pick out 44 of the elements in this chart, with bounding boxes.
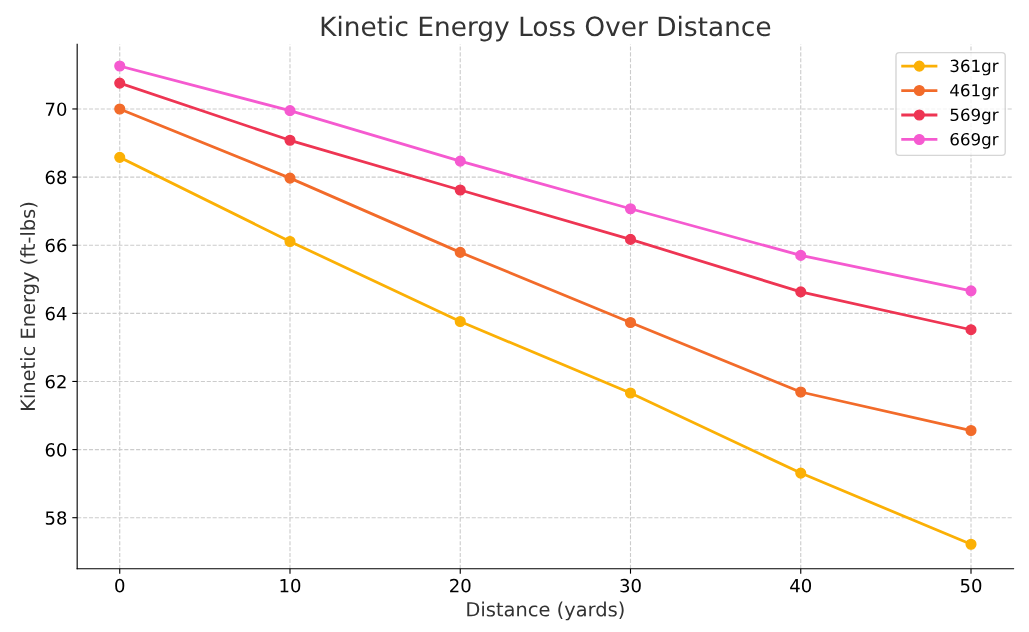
point	[624, 316, 637, 329]
y-tick-label: 68	[45, 170, 67, 185]
point	[795, 386, 807, 398]
x-tick-label: 50	[960, 578, 982, 593]
point	[965, 424, 977, 437]
point	[454, 155, 466, 167]
y-tick-label: 62	[45, 374, 66, 389]
point	[795, 286, 807, 298]
point	[284, 134, 296, 146]
y-tick-label: 64	[45, 306, 67, 321]
legend-label: 361gr	[950, 59, 999, 76]
point	[624, 387, 637, 399]
legend-label: 669gr	[950, 132, 999, 149]
y-tick-label: 60	[45, 443, 67, 457]
x-tick-label: 40	[790, 578, 812, 593]
point	[965, 324, 977, 336]
y-tick-label: 70	[45, 102, 67, 117]
point	[114, 60, 126, 72]
y-axis-title: Kinetic Energy (ft-lbs)	[20, 202, 39, 411]
point	[454, 246, 466, 258]
x-tick-label: 10	[280, 578, 301, 593]
x-tick-label: 0	[115, 578, 125, 593]
point	[624, 233, 637, 245]
y-tick-label: 58	[45, 511, 67, 525]
x-tick-label: 30	[620, 578, 641, 593]
point	[284, 105, 296, 117]
point	[454, 315, 466, 328]
point	[965, 285, 977, 297]
y-tick-label: 66	[45, 238, 67, 253]
point	[795, 467, 807, 479]
x-tick-label: 20	[450, 578, 471, 593]
chart-title: Kinetic Energy Loss Over Distance	[321, 15, 771, 42]
point	[114, 103, 126, 115]
point	[454, 184, 466, 196]
point	[624, 203, 637, 215]
point	[114, 151, 126, 163]
point	[965, 538, 977, 550]
point	[284, 235, 296, 248]
x-axis-title: Distance (yards)	[467, 601, 624, 621]
point	[795, 249, 807, 261]
point	[284, 172, 296, 184]
legend-label: 461gr	[950, 84, 999, 100]
legend-label: 569gr	[950, 108, 999, 125]
point	[114, 77, 126, 89]
